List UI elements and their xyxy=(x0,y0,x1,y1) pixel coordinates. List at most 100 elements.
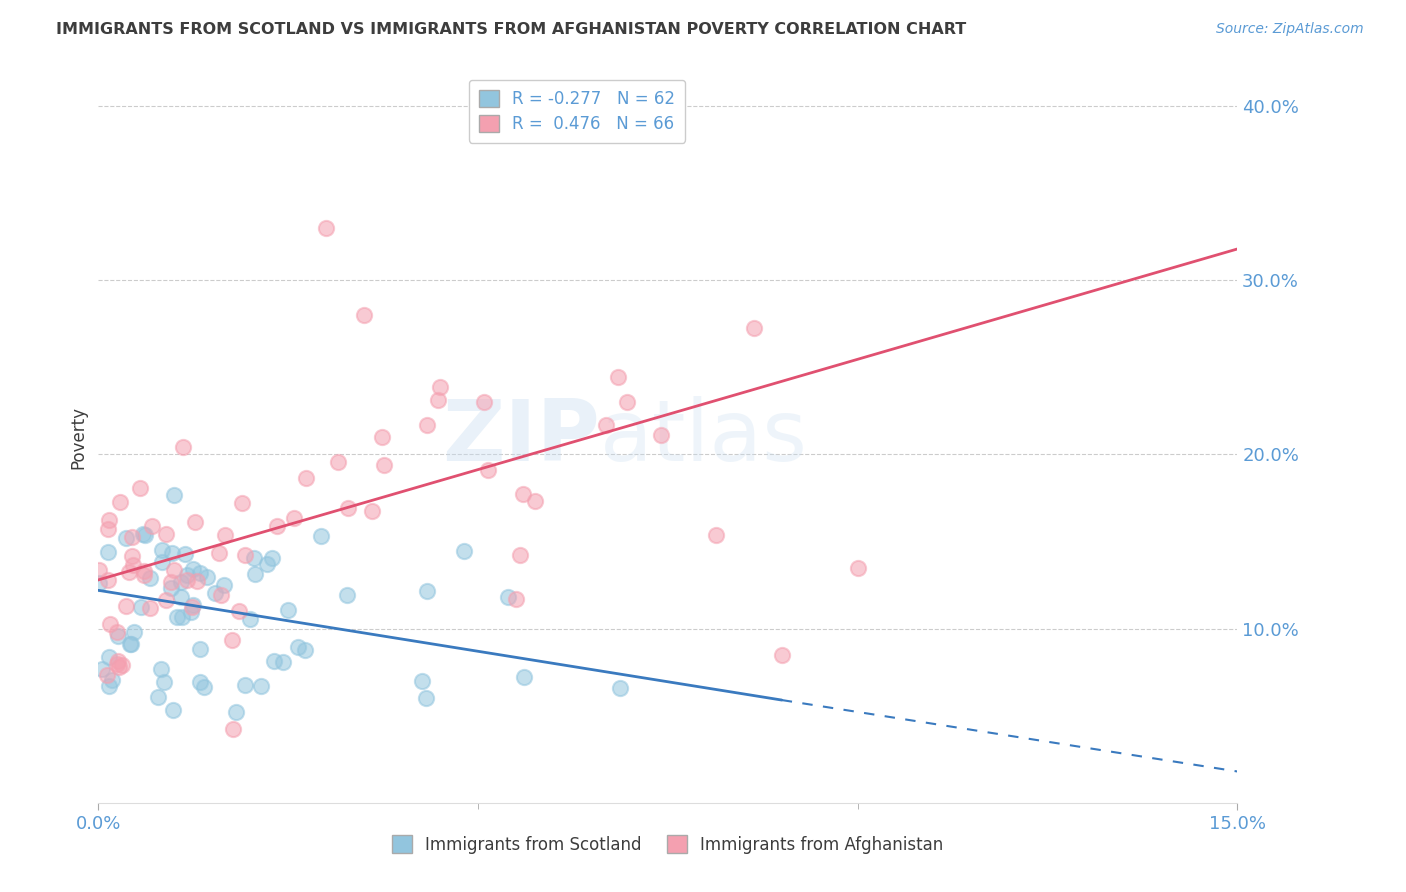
Point xyxy=(150,543,173,558)
Point xyxy=(121,558,143,573)
Point xyxy=(181,599,204,614)
Point xyxy=(183,598,205,612)
Point xyxy=(512,487,534,501)
Point xyxy=(114,531,136,545)
Point xyxy=(328,455,350,469)
Point xyxy=(108,495,131,509)
Point xyxy=(107,655,129,669)
Point xyxy=(208,546,231,560)
Point xyxy=(139,571,162,585)
Y-axis label: Poverty: Poverty xyxy=(69,406,87,468)
Point xyxy=(742,321,765,335)
Point xyxy=(770,648,793,662)
Point xyxy=(163,487,186,501)
Point xyxy=(105,657,128,671)
Point xyxy=(209,588,232,602)
Point xyxy=(353,308,375,322)
Point xyxy=(163,563,186,577)
Point xyxy=(150,555,173,569)
Point xyxy=(134,564,156,578)
Point xyxy=(271,655,294,669)
Point xyxy=(97,573,120,587)
Point xyxy=(120,637,142,651)
Text: IMMIGRANTS FROM SCOTLAND VS IMMIGRANTS FROM AFGHANISTAN POVERTY CORRELATION CHAR: IMMIGRANTS FROM SCOTLAND VS IMMIGRANTS F… xyxy=(56,22,966,37)
Point xyxy=(173,547,195,561)
Point xyxy=(336,501,359,516)
Point xyxy=(162,702,184,716)
Point xyxy=(141,519,163,533)
Point xyxy=(222,722,245,736)
Point xyxy=(131,526,153,541)
Point xyxy=(166,610,188,624)
Point xyxy=(415,691,437,706)
Point xyxy=(595,417,617,432)
Point xyxy=(250,680,273,694)
Point xyxy=(212,578,235,592)
Point xyxy=(172,610,194,624)
Point xyxy=(214,527,236,541)
Point xyxy=(97,679,120,693)
Point xyxy=(238,612,260,626)
Point xyxy=(233,678,256,692)
Point xyxy=(111,658,134,673)
Point xyxy=(105,625,128,640)
Point xyxy=(181,562,204,576)
Text: ZIP: ZIP xyxy=(441,395,599,479)
Point xyxy=(266,518,288,533)
Point xyxy=(315,221,337,235)
Point xyxy=(100,673,122,688)
Point xyxy=(129,600,152,615)
Point xyxy=(411,673,433,688)
Point xyxy=(118,565,141,579)
Point xyxy=(195,570,218,584)
Point xyxy=(170,591,193,605)
Point xyxy=(371,430,394,444)
Point xyxy=(453,544,475,558)
Point xyxy=(256,557,278,571)
Point xyxy=(108,660,131,674)
Point xyxy=(505,591,527,606)
Point xyxy=(97,545,120,559)
Point xyxy=(121,530,143,544)
Point xyxy=(180,605,202,619)
Point xyxy=(204,586,226,600)
Point xyxy=(231,495,253,509)
Point xyxy=(260,551,283,566)
Point xyxy=(90,662,112,676)
Point xyxy=(235,548,257,562)
Point xyxy=(616,394,638,409)
Point xyxy=(98,650,121,665)
Point xyxy=(128,481,150,495)
Point xyxy=(523,494,546,508)
Point xyxy=(153,675,176,690)
Point xyxy=(245,567,267,582)
Point xyxy=(477,463,499,477)
Point xyxy=(139,600,162,615)
Point xyxy=(149,662,172,676)
Point xyxy=(193,681,215,695)
Point xyxy=(188,674,211,689)
Point xyxy=(294,643,316,657)
Point xyxy=(650,428,672,442)
Point xyxy=(89,563,111,577)
Point xyxy=(132,567,155,582)
Point xyxy=(96,667,118,681)
Point xyxy=(225,705,247,719)
Point xyxy=(122,625,145,640)
Point xyxy=(416,584,439,599)
Point xyxy=(512,670,534,684)
Point xyxy=(294,471,316,485)
Point xyxy=(184,515,207,529)
Point xyxy=(509,548,531,562)
Point xyxy=(159,574,181,589)
Point xyxy=(87,575,110,590)
Point xyxy=(427,392,450,407)
Point xyxy=(186,574,208,588)
Point xyxy=(472,395,495,409)
Point xyxy=(98,617,121,632)
Point xyxy=(416,418,439,433)
Point xyxy=(228,605,250,619)
Point xyxy=(160,546,183,560)
Point xyxy=(360,504,382,518)
Point xyxy=(188,566,211,581)
